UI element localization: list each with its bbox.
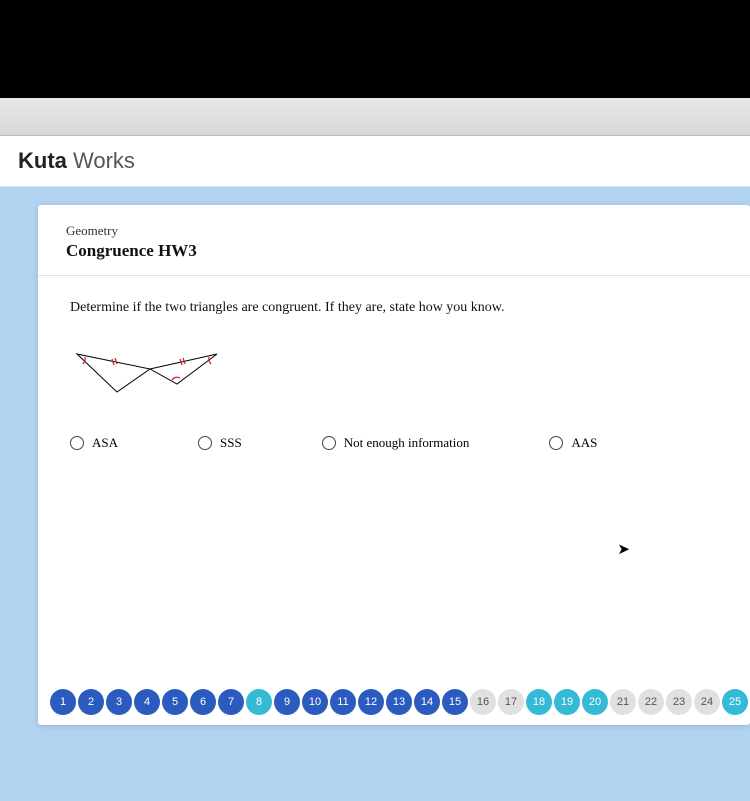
- nav-question-2[interactable]: 2: [78, 689, 104, 715]
- nav-question-17[interactable]: 17: [498, 689, 524, 715]
- nav-question-15[interactable]: 15: [442, 689, 468, 715]
- question-text: Determine if the two triangles are congr…: [70, 300, 718, 316]
- option-label: SSS: [220, 435, 242, 451]
- option-label: AAS: [571, 435, 597, 451]
- option-not-enough-info[interactable]: Not enough information: [322, 435, 470, 451]
- option-label: Not enough information: [344, 435, 470, 451]
- nav-question-1[interactable]: 1: [50, 689, 76, 715]
- black-letterbox-top: [0, 0, 750, 98]
- nav-question-23[interactable]: 23: [666, 689, 692, 715]
- app-header: Kuta Works: [0, 136, 750, 187]
- nav-question-6[interactable]: 6: [190, 689, 216, 715]
- nav-question-22[interactable]: 22: [638, 689, 664, 715]
- option-sss[interactable]: SSS: [198, 435, 242, 451]
- nav-question-20[interactable]: 20: [582, 689, 608, 715]
- radio-icon: [322, 436, 336, 450]
- nav-question-13[interactable]: 13: [386, 689, 412, 715]
- nav-question-3[interactable]: 3: [106, 689, 132, 715]
- triangle-figure: [72, 342, 718, 405]
- nav-question-9[interactable]: 9: [274, 689, 300, 715]
- nav-question-7[interactable]: 7: [218, 689, 244, 715]
- option-aas[interactable]: AAS: [549, 435, 597, 451]
- assignment-title: Congruence HW3: [66, 241, 722, 261]
- question-card: Geometry Congruence HW3 Determine if the…: [38, 205, 750, 725]
- nav-question-14[interactable]: 14: [414, 689, 440, 715]
- answer-options: ASA SSS Not enough information AAS: [70, 435, 718, 451]
- brand-light: Works: [67, 148, 135, 173]
- nav-question-10[interactable]: 10: [302, 689, 328, 715]
- nav-question-25[interactable]: 25: [722, 689, 748, 715]
- nav-question-5[interactable]: 5: [162, 689, 188, 715]
- radio-icon: [198, 436, 212, 450]
- content-background: Geometry Congruence HW3 Determine if the…: [0, 187, 750, 801]
- nav-question-8[interactable]: 8: [246, 689, 272, 715]
- nav-question-11[interactable]: 11: [330, 689, 356, 715]
- nav-question-24[interactable]: 24: [694, 689, 720, 715]
- radio-icon: [549, 436, 563, 450]
- nav-question-18[interactable]: 18: [526, 689, 552, 715]
- card-header: Geometry Congruence HW3: [38, 205, 750, 276]
- nav-question-21[interactable]: 21: [610, 689, 636, 715]
- brand-bold: Kuta: [18, 148, 67, 173]
- question-nav: 1234567891011121314151617181920212122232…: [50, 689, 750, 715]
- browser-chrome: [0, 98, 750, 136]
- radio-icon: [70, 436, 84, 450]
- nav-question-19[interactable]: 19: [554, 689, 580, 715]
- option-label: ASA: [92, 435, 118, 451]
- nav-question-4[interactable]: 4: [134, 689, 160, 715]
- triangles-svg: [72, 342, 232, 400]
- nav-question-12[interactable]: 12: [358, 689, 384, 715]
- option-asa[interactable]: ASA: [70, 435, 118, 451]
- subject-label: Geometry: [66, 223, 722, 239]
- cursor-icon: ➤: [617, 540, 630, 558]
- nav-question-16[interactable]: 16: [470, 689, 496, 715]
- card-body: Determine if the two triangles are congr…: [38, 276, 750, 475]
